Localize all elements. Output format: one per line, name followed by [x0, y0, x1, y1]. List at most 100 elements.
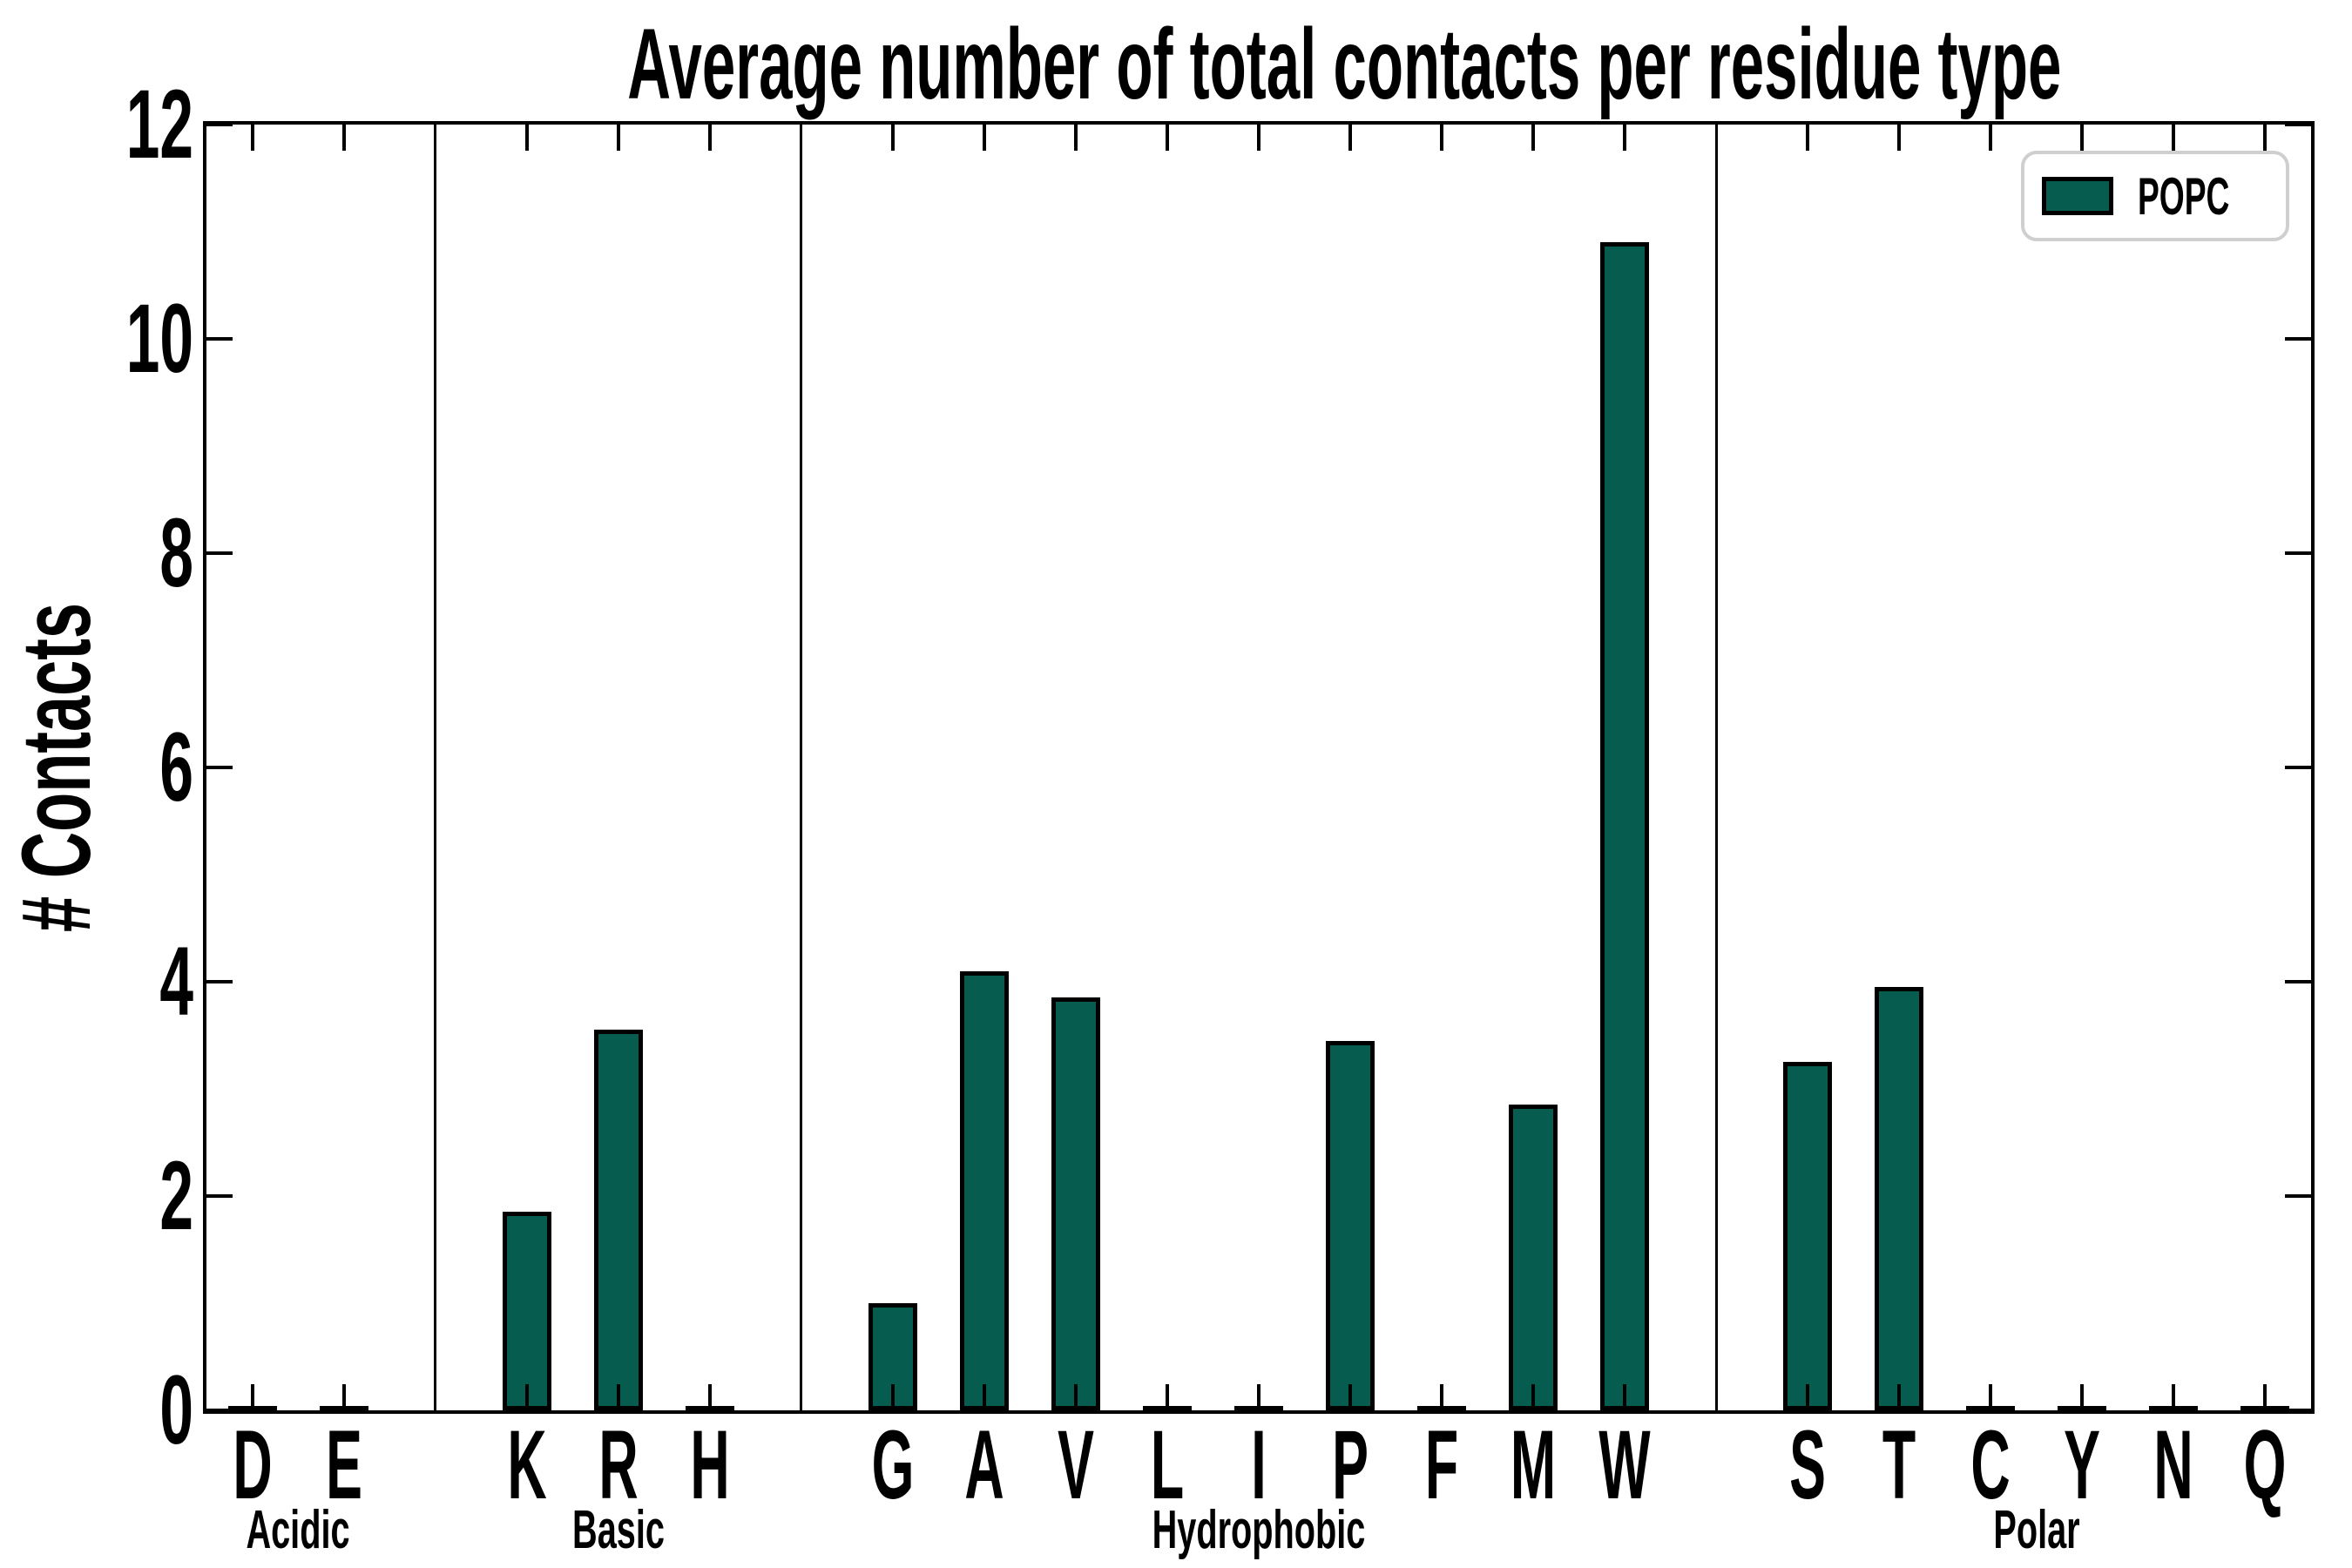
x-tick-S-bottom: [1806, 1384, 1810, 1410]
x-tick-label-C: C: [1970, 1410, 2011, 1519]
y-tick-left-8: [206, 551, 233, 555]
x-tick-W-bottom: [1623, 1384, 1627, 1410]
x-tick-label-V: V: [1057, 1410, 1094, 1519]
legend: POPC: [2021, 151, 2289, 241]
legend-swatch-popc: [2042, 177, 2113, 215]
x-tick-label-K: K: [506, 1410, 547, 1519]
bar-M: [1509, 1105, 1558, 1410]
x-tick-label-F: F: [1424, 1410, 1459, 1519]
group-label-hydrophobic: Hydrophobic: [1152, 1500, 1366, 1560]
y-tick-right-10: [2285, 337, 2311, 341]
x-tick-Q-bottom: [2263, 1384, 2268, 1410]
x-tick-T-top: [1897, 125, 1902, 151]
y-tick-label-2: 2: [159, 1141, 193, 1250]
x-tick-label-Y: Y: [2064, 1410, 2101, 1519]
x-tick-E-bottom: [341, 1384, 346, 1410]
x-tick-E-top: [341, 125, 346, 151]
x-tick-F-top: [1440, 125, 1444, 151]
x-tick-S-top: [1806, 125, 1810, 151]
x-tick-T-bottom: [1897, 1384, 1902, 1410]
y-tick-left-4: [206, 980, 233, 983]
x-tick-label-M: M: [1510, 1410, 1557, 1519]
y-tick-label-6: 6: [159, 713, 193, 821]
x-tick-H-bottom: [707, 1384, 712, 1410]
x-tick-label-Q: Q: [2244, 1410, 2287, 1519]
x-tick-label-A: A: [964, 1410, 1004, 1519]
x-tick-D-top: [250, 125, 254, 151]
y-tick-left-0: [206, 1409, 233, 1412]
x-tick-K-bottom: [524, 1384, 529, 1410]
x-tick-V-bottom: [1073, 1384, 1078, 1410]
x-tick-V-top: [1073, 125, 1078, 151]
x-tick-N-top: [2172, 125, 2176, 151]
x-tick-label-S: S: [1789, 1410, 1827, 1519]
y-tick-label-10: 10: [125, 284, 193, 393]
y-tick-left-2: [206, 1194, 233, 1198]
x-tick-A-top: [982, 125, 986, 151]
y-tick-right-12: [2285, 123, 2311, 126]
bar-A: [959, 971, 1009, 1410]
x-tick-W-top: [1623, 125, 1627, 151]
x-tick-label-G: G: [871, 1410, 915, 1519]
bar-R: [593, 1030, 643, 1410]
x-tick-I-bottom: [1257, 1384, 1260, 1410]
x-tick-R-bottom: [616, 1384, 620, 1410]
bar-K: [502, 1212, 551, 1410]
x-tick-label-L: L: [1150, 1410, 1185, 1519]
x-tick-A-bottom: [982, 1384, 986, 1410]
x-tick-L-bottom: [1165, 1384, 1169, 1410]
x-tick-P-top: [1348, 125, 1353, 151]
bar-T: [1875, 987, 1924, 1410]
x-tick-D-bottom: [250, 1384, 254, 1410]
y-tick-label-4: 4: [159, 927, 193, 1036]
bar-P: [1326, 1041, 1375, 1410]
bar-S: [1783, 1062, 1833, 1410]
legend-label: POPC: [2137, 166, 2230, 226]
x-tick-label-E: E: [325, 1410, 362, 1519]
x-tick-P-bottom: [1348, 1384, 1353, 1410]
group-divider-2: [1714, 125, 1718, 1410]
y-tick-left-12: [206, 123, 233, 126]
x-tick-F-bottom: [1440, 1384, 1444, 1410]
x-tick-label-H: H: [690, 1410, 730, 1519]
y-tick-right-8: [2285, 551, 2311, 555]
chart-title: Average number of total contacts per res…: [627, 9, 2062, 120]
x-tick-label-D: D: [232, 1410, 273, 1519]
y-tick-label-0: 0: [159, 1355, 193, 1464]
x-tick-label-R: R: [598, 1410, 639, 1519]
x-tick-M-top: [1531, 125, 1536, 151]
y-tick-right-2: [2285, 1194, 2311, 1198]
group-label-polar: Polar: [1993, 1500, 2080, 1560]
group-divider-0: [434, 125, 437, 1410]
x-tick-K-top: [524, 125, 529, 151]
x-tick-C-top: [1989, 125, 1993, 151]
x-tick-Y-bottom: [2080, 1384, 2085, 1410]
y-axis-label: # Contacts: [2, 603, 111, 932]
x-tick-H-top: [707, 125, 712, 151]
x-tick-label-T: T: [1882, 1410, 1916, 1519]
x-tick-label-I: I: [1251, 1410, 1267, 1519]
bar-W: [1600, 242, 1650, 1410]
x-tick-G-top: [890, 125, 895, 151]
x-tick-C-bottom: [1989, 1384, 1993, 1410]
group-divider-1: [800, 125, 803, 1410]
x-tick-I-top: [1257, 125, 1260, 151]
group-label-basic: Basic: [571, 1500, 665, 1560]
x-tick-M-bottom: [1531, 1384, 1536, 1410]
x-tick-N-bottom: [2172, 1384, 2176, 1410]
y-tick-left-6: [206, 766, 233, 769]
y-tick-left-10: [206, 337, 233, 341]
x-tick-L-top: [1165, 125, 1169, 151]
group-label-acidic: Acidic: [246, 1500, 350, 1560]
x-tick-label-P: P: [1332, 1410, 1369, 1519]
y-tick-right-4: [2285, 980, 2311, 983]
y-tick-label-12: 12: [125, 70, 193, 179]
x-tick-G-bottom: [890, 1384, 895, 1410]
x-tick-Y-top: [2080, 125, 2085, 151]
y-tick-label-8: 8: [159, 498, 193, 607]
x-tick-label-N: N: [2153, 1410, 2194, 1519]
y-tick-right-6: [2285, 766, 2311, 769]
y-tick-right-0: [2285, 1409, 2311, 1412]
x-tick-Q-top: [2263, 125, 2268, 151]
